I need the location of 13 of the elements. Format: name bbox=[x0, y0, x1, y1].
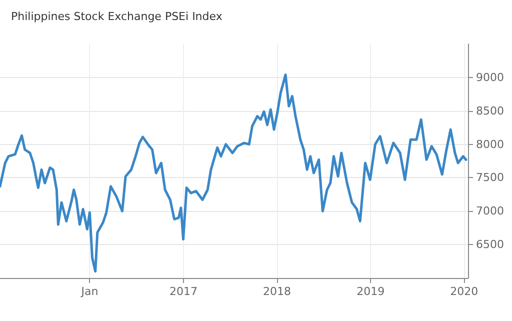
y-tick-label: 8500 bbox=[476, 104, 504, 118]
y-tick-label: 7000 bbox=[476, 204, 504, 218]
y-tick-label: 6500 bbox=[476, 238, 504, 252]
y-tick-label: 8000 bbox=[476, 138, 504, 151]
x-tick-label: Jan bbox=[80, 285, 98, 298]
y-tick-label: 7500 bbox=[476, 171, 504, 184]
chart-title: Philippines Stock Exchange PSEi Index bbox=[11, 10, 223, 23]
x-tick-label: 2018 bbox=[263, 285, 292, 298]
x-tick-label: 2017 bbox=[170, 285, 198, 298]
x-tick-label: 2019 bbox=[356, 285, 385, 298]
x-tick-label: 2020 bbox=[450, 285, 478, 298]
line-series bbox=[0, 74, 468, 273]
y-tick-label: 9000 bbox=[476, 70, 504, 84]
